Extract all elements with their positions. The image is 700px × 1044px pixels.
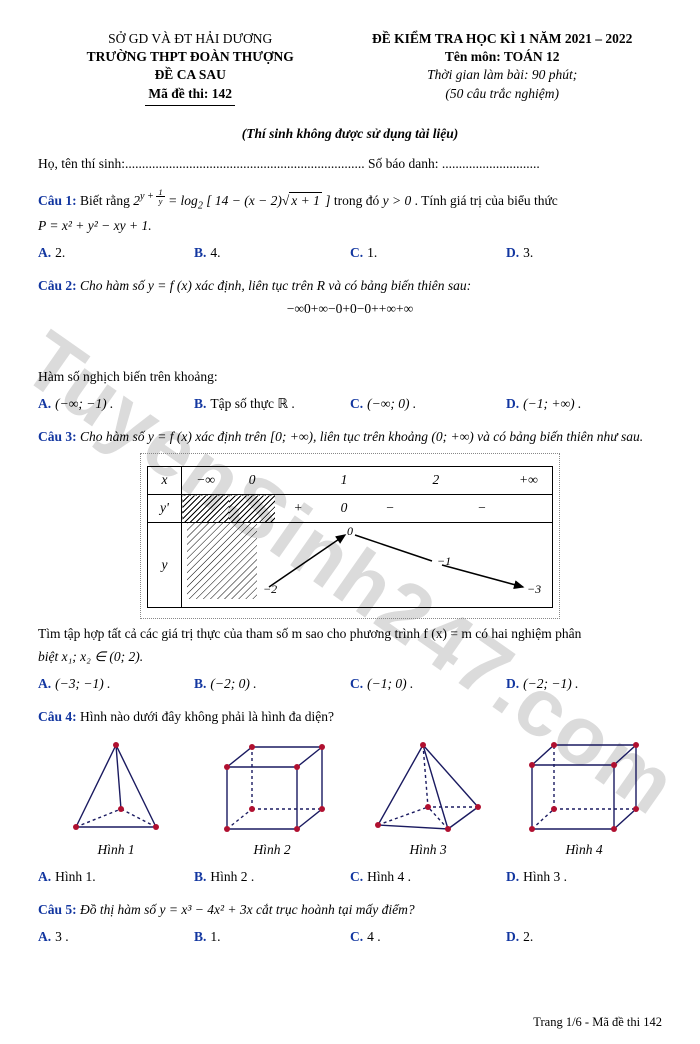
q2-prompt: Hàm số nghịch biến trên khoảng: [38, 366, 662, 389]
exam-code: Mã đề thi: 142 [38, 85, 342, 103]
q2-seq: −∞0+∞−0+0−0++∞+∞ [38, 298, 662, 321]
caption-2: Hình 2 [194, 839, 350, 862]
footer: Trang 1/6 - Mã đề thi 142 [533, 1015, 662, 1030]
q4-optB: Hình 2 . [210, 869, 254, 884]
q2-label: Câu 2: [38, 278, 77, 293]
subject: Tên môn: TOÁN 12 [342, 48, 662, 66]
q3-prompt1: Tìm tập hợp tất cả các giá trị thực của … [38, 623, 662, 646]
q4-optD: Hình 3 . [523, 869, 567, 884]
q1-optA: 2. [55, 245, 65, 260]
caption-4: Hình 4 [506, 839, 662, 862]
svg-text:−3: −3 [527, 582, 541, 596]
variation-curve: 0 −1 −2 −3 [187, 523, 547, 599]
q3-text: Cho hàm số y = f (x) xác định trên [0; +… [80, 429, 643, 444]
shape-4 [514, 737, 654, 837]
q5-optD: 2. [523, 929, 533, 944]
q1-P: P = x² + y² − xy + 1. [38, 215, 662, 238]
shape-1 [61, 737, 171, 837]
q5-label: Câu 5: [38, 902, 77, 917]
q4-optC: Hình 4 . [367, 869, 411, 884]
q1-text1: Biết rằng [80, 193, 133, 208]
q2-optD: (−1; +∞) . [523, 396, 581, 411]
q3-optA: (−3; −1) . [55, 676, 110, 691]
caption-3: Hình 3 [350, 839, 506, 862]
question-5: Câu 5: Đồ thị hàm số y = x³ − 4x² + 3x c… [38, 899, 662, 949]
name-line: Họ, tên thí sinh:.......................… [38, 156, 662, 172]
q4-optA: Hình 1. [55, 869, 96, 884]
q1-optD: 3. [523, 245, 533, 260]
q3-prompt2: biệt x₁; x₂ ∈ (0; 2). [38, 646, 662, 669]
dept: SỞ GD VÀ ĐT HẢI DƯƠNG [38, 30, 342, 48]
q1-text2: trong đó [334, 193, 383, 208]
q1-cond: y > 0 [383, 193, 412, 208]
q4-label: Câu 4: [38, 709, 77, 724]
question-2: Câu 2: Cho hàm số y = f (x) xác định, li… [38, 275, 662, 417]
q1-optB: 4. [210, 245, 220, 260]
q2-optC: (−∞; 0) . [367, 396, 416, 411]
q3-optD: (−2; −1) . [523, 676, 578, 691]
question-4: Câu 4: Hình nào dưới đây không phải là h… [38, 706, 662, 889]
q3-optB: (−2; 0) . [210, 676, 256, 691]
q3-optC: (−1; 0) . [367, 676, 413, 691]
question-1: Câu 1: Biết rằng 2y + 1y = log2 [ 14 − (… [38, 188, 662, 265]
q1-text3: . Tính giá trị của biểu thức [415, 193, 558, 208]
q2-optA: (−∞; −1) . [55, 396, 113, 411]
q1-optC: 1. [367, 245, 377, 260]
q2-optB: Tập số thực ℝ . [210, 396, 294, 411]
svg-text:−2: −2 [263, 582, 277, 596]
svg-text:0: 0 [347, 524, 353, 538]
q5-optC: 4 . [367, 929, 381, 944]
variant: ĐỀ CA SAU [38, 66, 342, 84]
shape-2 [207, 737, 337, 837]
instruction: (Thí sinh không được sử dụng tài liệu) [38, 126, 662, 142]
q5-optA: 3 . [55, 929, 69, 944]
exam-title: ĐỀ KIỂM TRA HỌC KÌ 1 NĂM 2021 – 2022 [342, 30, 662, 48]
q2-text: Cho hàm số y = f (x) xác định, liên tục … [80, 278, 471, 293]
q5-optB: 1. [210, 929, 220, 944]
school: TRƯỜNG THPT ĐOÀN THƯỢNG [38, 48, 342, 66]
count: (50 câu trắc nghiệm) [342, 85, 662, 103]
q3-label: Câu 3: [38, 429, 77, 444]
caption-1: Hình 1 [38, 839, 194, 862]
duration: Thời gian làm bài: 90 phút; [342, 66, 662, 84]
q1-label: Câu 1: [38, 193, 77, 208]
question-3: Câu 3: Cho hàm số y = f (x) xác định trê… [38, 426, 662, 696]
header: SỞ GD VÀ ĐT HẢI DƯƠNG TRƯỜNG THPT ĐOÀN T… [38, 30, 662, 106]
variation-table: x −∞0 1 2 +∞ y' +0 − − y [147, 466, 553, 608]
q4-text: Hình nào dưới đây không phải là hình đa … [80, 709, 334, 724]
shape-3 [368, 737, 488, 837]
q5-text: Đồ thị hàm số y = x³ − 4x² + 3x cắt trục… [80, 902, 415, 917]
